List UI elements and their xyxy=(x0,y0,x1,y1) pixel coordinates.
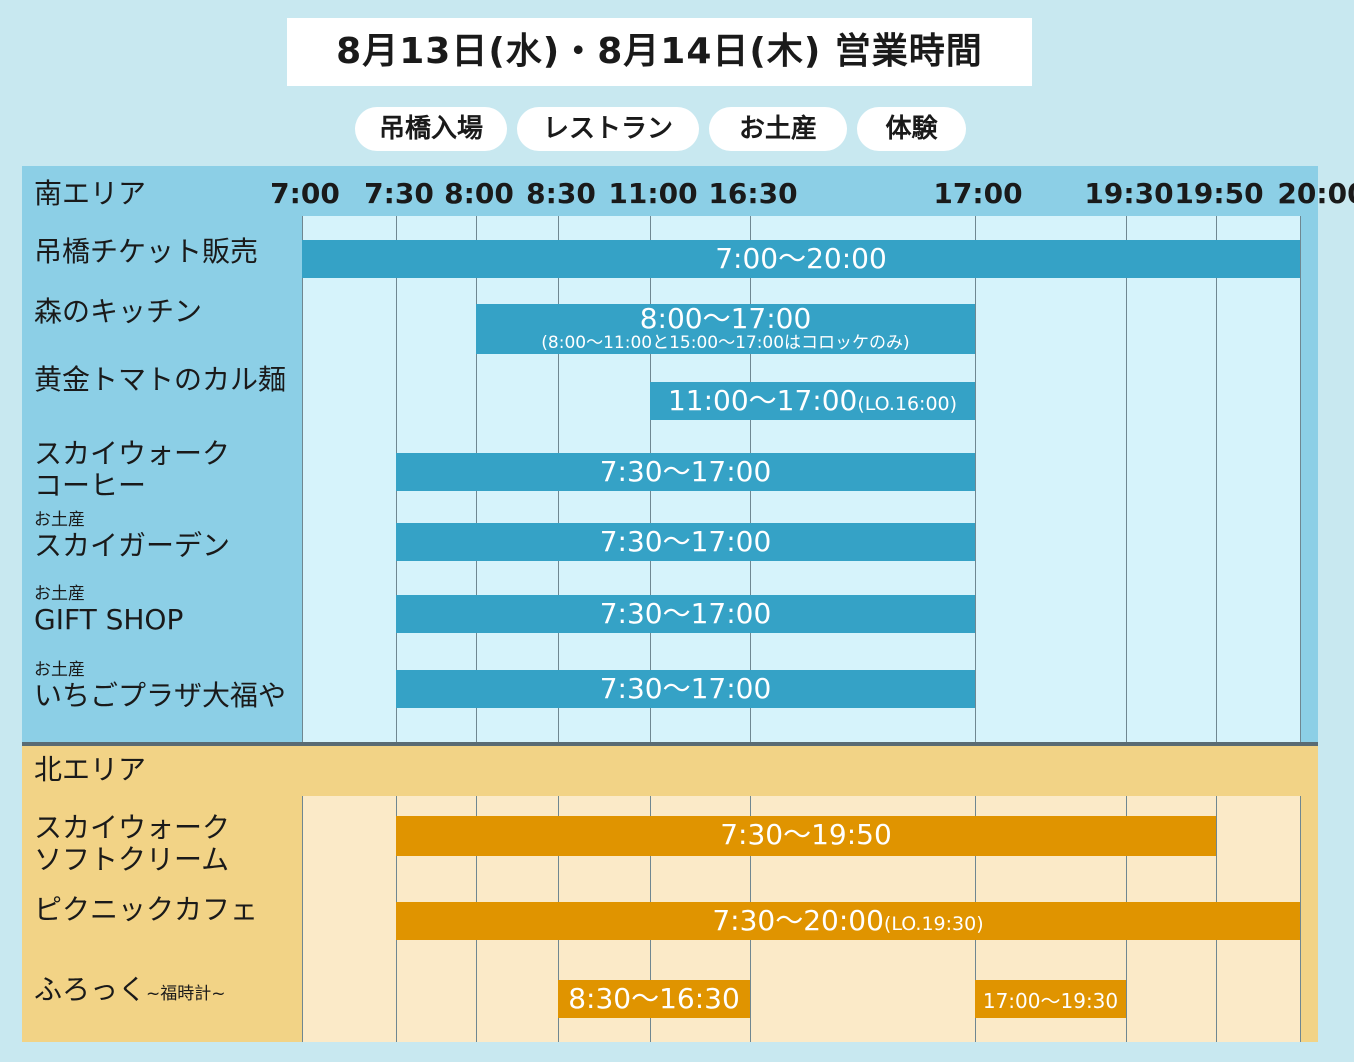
category-tag-bridge: 吊橋入場 xyxy=(355,107,507,151)
row-label-decoration: ~福時計~ xyxy=(146,984,226,1004)
gridline xyxy=(302,796,303,1042)
category-tag-experience: 体験 xyxy=(857,107,966,151)
row-label: スカイウォーク コーヒー xyxy=(34,438,230,502)
row-labels: 南エリア 北エリア 吊橋チケット販売 森のキッチン 黄金トマトのカル麺 スカイウォーク コー… xyxy=(22,166,1318,1042)
row-label: 森のキッチン xyxy=(34,296,202,328)
schedule-chart: 7:00 7:30 8:00 8:30 11:00 16:30 17:00 19:30 19:5… xyxy=(22,166,1354,1042)
row-label: お土産 スカイガーデン xyxy=(34,510,230,562)
x-tick-label: 16:30 xyxy=(708,177,798,210)
schedule-bar: 7:30〜17:00 xyxy=(396,453,975,491)
bar-time-label: 8:30〜16:30 xyxy=(568,982,740,1015)
row-label: 黄金トマトのカル麺 xyxy=(34,364,286,396)
x-tick-label: 7:30 xyxy=(364,177,434,210)
row-label-text: スカイウォーク xyxy=(34,437,231,470)
schedule-bar: 7:30〜17:00 xyxy=(396,595,975,633)
bar-time-label: 17:00〜19:30 xyxy=(982,989,1119,1013)
gridline xyxy=(302,216,303,744)
row-label-text: ピクニックカフェ xyxy=(34,893,259,926)
x-tick-label: 8:30 xyxy=(526,177,596,210)
bar-time-label: 7:30〜17:00 xyxy=(599,597,772,630)
row-sublabel: お土産 xyxy=(34,660,85,680)
row-label-text: 吊橋チケット販売 xyxy=(34,235,259,268)
row-label-text: 森のキッチン xyxy=(34,295,203,328)
north-area-label: 北エリア xyxy=(34,753,147,786)
schedule-bar: 7:30〜19:50 xyxy=(396,816,1216,856)
bar-note: (LO.19:30) xyxy=(883,913,984,935)
south-area-label: 南エリア xyxy=(34,177,147,210)
x-tick-label: 8:00 xyxy=(444,177,514,210)
row-label-text: 黄金トマトのカル麺 xyxy=(34,363,287,396)
row-label-text-line2: ソフトクリーム xyxy=(34,843,230,876)
row-label: スカイウォーク ソフトクリーム xyxy=(34,812,230,876)
row-label: 吊橋チケット販売 xyxy=(34,236,258,268)
schedule-bar: 7:00〜20:00 xyxy=(302,240,1300,278)
schedule-bar: 8:00〜17:00 (8:00〜11:00と15:00〜17:00はコロッケのみ… xyxy=(476,304,975,354)
row-label-text: スカイガーデン xyxy=(34,529,231,562)
bar-time-label: 7:30〜17:00 xyxy=(599,672,772,705)
row-label: ピクニックカフェ xyxy=(34,894,258,926)
gridline xyxy=(1216,216,1217,744)
bar-time-label: 7:00〜20:00 xyxy=(715,242,887,275)
bar-time-label: 7:30〜17:00 xyxy=(599,455,772,488)
bar-time-label: 11:00〜17:00 xyxy=(667,384,858,417)
schedule-bar: 7:30〜17:00 xyxy=(396,523,975,561)
bar-subnote: (8:00〜11:00と15:00〜17:00はコロッケのみ) xyxy=(541,333,910,353)
row-sublabel: お土産 xyxy=(34,584,85,604)
schedule-bar: 17:00〜19:30 xyxy=(975,980,1126,1018)
x-tick-label: 19:30 xyxy=(1084,177,1174,210)
row-label: お土産 GIFT SHOP xyxy=(34,584,183,636)
schedule-bar: 11:00〜17:00(LO.16:00) xyxy=(650,382,975,420)
schedule-bar: 7:30〜17:00 xyxy=(396,670,975,708)
page-title: 8月13日(水)・8月14日(木) 営業時間 xyxy=(287,18,1032,86)
bar-time-label: 7:30〜20:00 xyxy=(712,904,884,937)
category-tag-restaurant: レストラン xyxy=(517,107,699,151)
area-divider xyxy=(22,742,1318,746)
gridline xyxy=(1300,216,1301,744)
row-label-text: スカイウォーク xyxy=(34,811,231,844)
row-label: ふろっく~福時計~ xyxy=(34,974,226,1010)
schedule-bar: 7:30〜20:00(LO.19:30) xyxy=(396,902,1300,940)
gridline xyxy=(1126,216,1127,744)
x-tick-label: 17:00 xyxy=(933,177,1023,210)
row-label-text-line2: コーヒー xyxy=(34,469,147,502)
bar-note: (LO.16:00) xyxy=(857,393,958,415)
gridline xyxy=(1300,796,1301,1042)
row-label-text: GIFT SHOP xyxy=(34,603,184,636)
row-label: お土産 いちごプラザ大福や xyxy=(34,660,286,712)
row-label-text: ふろっく xyxy=(34,973,147,1006)
row-label-text: いちごプラザ大福や xyxy=(34,679,287,712)
gridline xyxy=(975,216,976,744)
schedule-bar: 8:30〜16:30 xyxy=(558,980,750,1018)
time-axis: 7:00 7:30 8:00 8:30 11:00 16:30 17:00 19:30 19:5… xyxy=(22,166,1354,1042)
x-tick-label: 11:00 xyxy=(608,177,698,210)
row-sublabel: お土産 xyxy=(34,510,85,530)
x-tick-label: 19:50 xyxy=(1174,177,1264,210)
bar-time-label: 7:30〜19:50 xyxy=(720,818,892,851)
x-tick-label: 20:00 xyxy=(1277,177,1354,210)
x-tick-label: 7:00 xyxy=(270,177,340,210)
bar-time-label: 8:00〜17:00 xyxy=(639,304,812,335)
bar-time-label: 7:30〜17:00 xyxy=(599,525,772,558)
category-tag-souvenir: お土産 xyxy=(709,107,847,151)
schedule-bars: 7:00〜20:00 8:00〜17:00 (8:00〜11:00と15:00〜17… xyxy=(22,166,1318,1042)
